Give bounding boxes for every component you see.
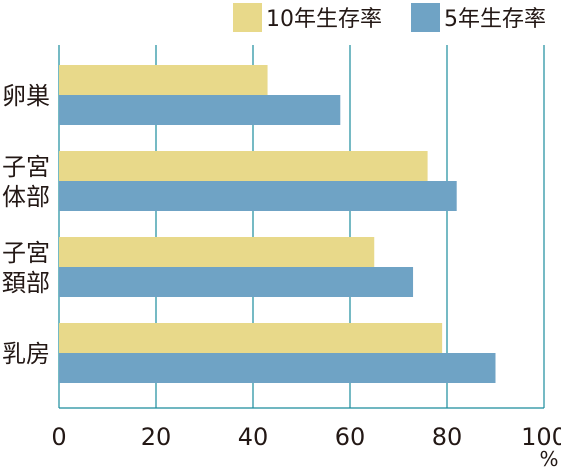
legend-label: 5年生存率: [444, 7, 546, 32]
x-tick-label: 100: [521, 423, 561, 451]
x-tick-label: 80: [432, 423, 463, 451]
legend: 10年生存率 5年生存率: [233, 3, 546, 32]
bar: [59, 151, 428, 181]
x-tick-label: 60: [335, 423, 366, 451]
bar: [59, 95, 341, 125]
x-tick-label: 0: [51, 423, 66, 451]
axis-layer: 0 20 40 60 80 100%: [51, 407, 561, 469]
category-label: 頚部: [2, 269, 50, 297]
category-label: 卵巣: [2, 82, 50, 110]
category-label: 乳房: [2, 340, 50, 368]
bar: [59, 267, 414, 297]
x-tick-label: 40: [238, 423, 269, 451]
bar: [59, 181, 457, 211]
legend-swatch: [233, 3, 262, 32]
legend-label: 10年生存率: [266, 7, 382, 32]
bar: [59, 353, 496, 383]
x-tick-label: 20: [141, 423, 172, 451]
bar: [59, 323, 443, 353]
x-unit-label: %: [539, 447, 558, 469]
bar: [59, 237, 375, 267]
category-label: 子宮: [2, 153, 50, 181]
bar-layer: [59, 65, 496, 383]
category-label: 体部: [2, 183, 50, 211]
category-label: 子宮: [2, 239, 50, 267]
legend-swatch: [411, 3, 440, 32]
bar: [59, 65, 268, 95]
